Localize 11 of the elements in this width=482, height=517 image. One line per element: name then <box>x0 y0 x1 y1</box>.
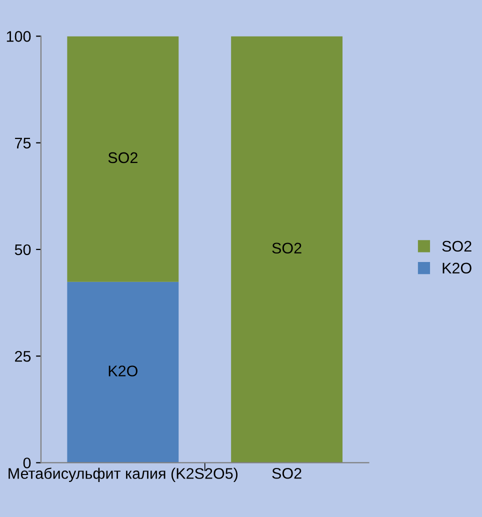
y-tick-label: 25 <box>15 350 31 362</box>
legend-label: SO2 <box>442 240 472 252</box>
text: K2O <box>108 366 138 376</box>
legend-label: K2O <box>442 262 472 274</box>
text: SO2 <box>108 152 138 164</box>
y-tick-label: 50 <box>14 244 31 256</box>
x-tick-label: Метабисульфит калия (K2S2O5) <box>8 468 238 482</box>
y-tick-label: 75 <box>15 138 31 149</box>
text: SO2 <box>272 242 302 254</box>
y-tick-label: 0 <box>23 458 31 468</box>
y-tick-label: 100 <box>6 31 31 42</box>
